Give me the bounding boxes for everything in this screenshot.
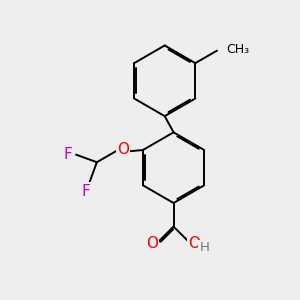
Text: CH₃: CH₃ [226, 43, 250, 56]
Text: H: H [200, 241, 209, 254]
Text: F: F [64, 147, 72, 162]
Text: O: O [117, 142, 129, 157]
Text: O: O [146, 236, 158, 251]
Text: F: F [82, 184, 91, 199]
Text: O: O [188, 236, 200, 251]
